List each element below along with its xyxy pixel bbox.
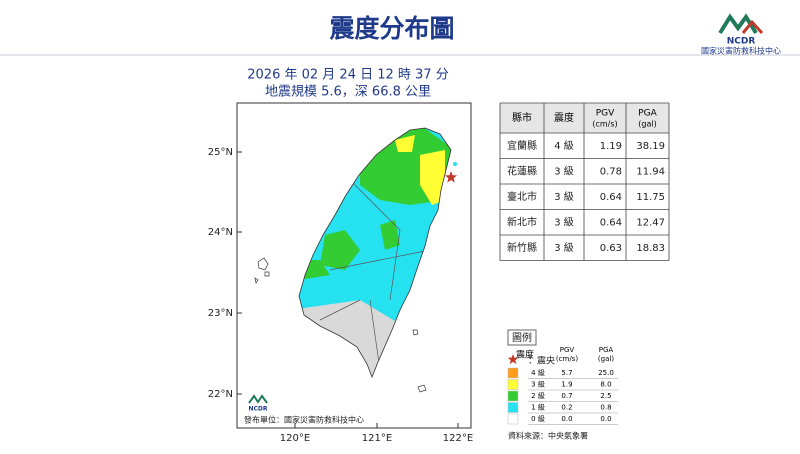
lat-label: 25°N xyxy=(208,147,233,158)
map-ticks xyxy=(237,151,459,428)
legend-pgv: 0.7 xyxy=(561,392,572,400)
table-header-bg xyxy=(500,103,669,133)
legend-header: PGV xyxy=(560,346,575,354)
legend-header-unit: (cm/s) xyxy=(556,355,578,363)
table-cell: 3 級 xyxy=(554,164,574,177)
table-cell: 新北市 xyxy=(507,215,537,228)
islands xyxy=(254,257,427,393)
table-cell: 花蓮縣 xyxy=(507,164,537,177)
epicenter xyxy=(444,171,458,183)
table-cell: 3 級 xyxy=(554,215,574,228)
org-name: 國家災害防救科技中心 xyxy=(701,46,781,56)
map-logo: NCDR xyxy=(248,406,267,413)
legend-pga: 0.0 xyxy=(600,415,611,423)
lat-label: 23°N xyxy=(208,308,233,319)
table-cell: 0.64 xyxy=(600,217,622,228)
table-header: PGV xyxy=(596,109,615,119)
table-cell: 0.78 xyxy=(600,166,622,177)
map: 25°N 24°N 23°N 22°N 120°E 121°E 122°E NC… xyxy=(208,102,473,444)
table-cell: 0.64 xyxy=(600,192,622,203)
table-header: 震度 xyxy=(554,111,574,124)
table-header: PGA xyxy=(638,109,657,119)
legend-header: PGA xyxy=(599,346,614,354)
table-cell: 臺北市 xyxy=(507,190,537,203)
legend-swatch xyxy=(507,390,519,402)
table-header: 縣市 xyxy=(512,111,532,124)
legend-swatch xyxy=(507,413,519,425)
table-cell: 18.83 xyxy=(636,243,665,254)
logo-text: NCDR xyxy=(727,37,756,47)
legend-pga: 2.5 xyxy=(600,392,611,400)
table-cell: 宜蘭縣 xyxy=(507,139,537,152)
legend-swatch xyxy=(507,367,519,379)
table-cell: 0.63 xyxy=(600,243,622,254)
legend-title-box xyxy=(507,329,537,346)
legend-level: 0 級 xyxy=(531,414,545,423)
table-cell: 4 級 xyxy=(554,139,574,152)
legend-level: 3 級 xyxy=(531,380,545,389)
table-cell: 1.19 xyxy=(600,141,622,152)
legend: 圖例 ：震央 震度 PGV(cm/s) PGA(gal) 4 級 5.7 25.0 3 級 1… xyxy=(507,329,618,441)
lon-label: 121°E xyxy=(362,433,392,444)
logo: NCDR 國家災害防救科技中心 xyxy=(701,13,781,56)
event-magnitude: 地震規模 5.6，深 66.8 公里 xyxy=(265,85,431,100)
legend-header: 震度 xyxy=(516,349,534,361)
legend-epicenter xyxy=(507,354,519,364)
table-cell: 11.75 xyxy=(636,192,665,203)
table-cell: 11.94 xyxy=(636,166,665,177)
legend-title: 圖例 xyxy=(512,331,532,344)
data-source: 資料來源：中央氣象署 xyxy=(508,431,588,441)
table-header-unit: (gal) xyxy=(638,120,656,129)
legend-pgv: 1.9 xyxy=(561,381,572,389)
lat-label: 22°N xyxy=(208,389,233,400)
table-cell: 3 級 xyxy=(554,241,574,254)
legend-level: 1 級 xyxy=(531,403,545,412)
lon-label: 122°E xyxy=(443,433,473,444)
table-cell: 3 級 xyxy=(554,190,574,203)
table-cell: 新竹縣 xyxy=(507,241,537,254)
legend-level: 4 級 xyxy=(531,368,545,377)
legend-pgv: 0.0 xyxy=(561,415,572,423)
legend-swatch xyxy=(507,379,519,390)
table-cell: 12.47 xyxy=(636,217,665,228)
event-time: 2026 年 02 月 24 日 12 時 37 分 xyxy=(247,68,448,83)
legend-pga: 25.0 xyxy=(598,369,614,377)
lat-label: 24°N xyxy=(208,227,233,238)
legend-header-unit: (gal) xyxy=(598,355,614,363)
legend-pgv: 5.7 xyxy=(561,369,572,377)
legend-pga: 8.0 xyxy=(600,381,611,389)
legend-pga: 0.8 xyxy=(600,404,611,412)
legend-level: 2 級 xyxy=(531,391,545,400)
legend-swatch xyxy=(507,402,519,413)
table-header-unit: (cm/s) xyxy=(592,120,617,129)
legend-epicenter-label: ：震央 xyxy=(528,355,555,367)
station-table: 縣市 震度 PGV(cm/s) PGA(gal) 宜蘭縣 4 級 1.19 38.19 花蓮縣 3… xyxy=(499,102,670,261)
lon-label: 120°E xyxy=(280,433,310,444)
table-cell: 38.19 xyxy=(636,141,665,152)
legend-pgv: 0.2 xyxy=(561,404,572,412)
page-title: 震度分布圖 xyxy=(329,14,454,43)
publisher: 發布單位：國家災害防救科技中心 xyxy=(244,415,364,425)
